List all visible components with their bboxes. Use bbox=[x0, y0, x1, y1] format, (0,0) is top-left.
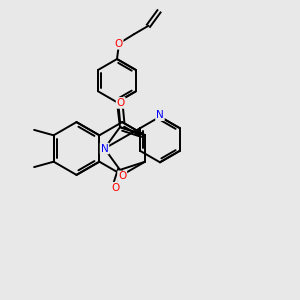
Text: O: O bbox=[117, 98, 125, 108]
Text: N: N bbox=[156, 110, 164, 120]
Text: N: N bbox=[100, 143, 108, 154]
Text: O: O bbox=[111, 183, 119, 193]
Text: O: O bbox=[114, 39, 123, 49]
Text: O: O bbox=[118, 171, 126, 182]
